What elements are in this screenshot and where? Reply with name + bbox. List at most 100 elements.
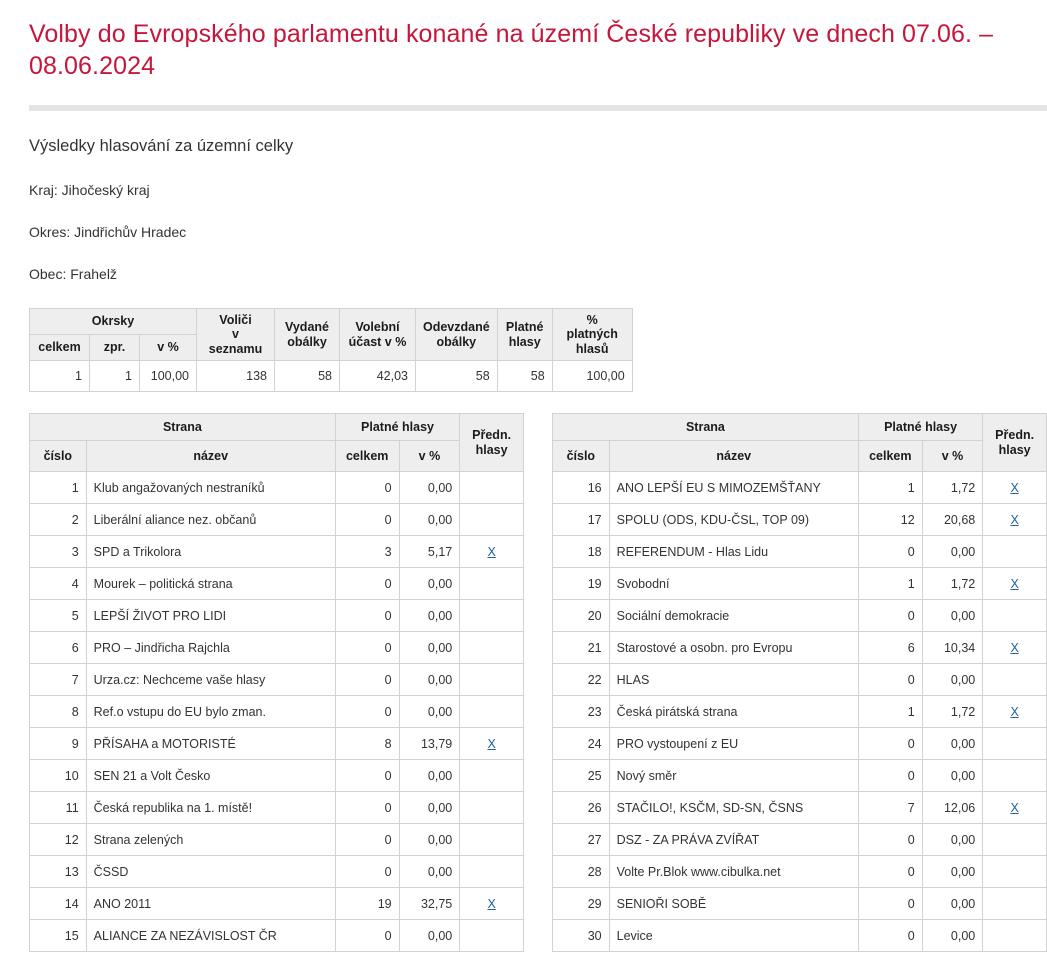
table-row: 13 ČSSD 0 0,00 <box>29 855 524 888</box>
party-name-cell: PRO vystoupení z EU <box>608 727 859 760</box>
party-votes-cell: 0 <box>334 567 400 600</box>
preferential-votes-cell <box>459 503 524 536</box>
party-number-cell: 12 <box>29 823 87 856</box>
preferential-votes-cell <box>459 663 524 696</box>
header-strana: Strana <box>552 413 859 441</box>
table-row: 2 Liberální aliance nez. občanů 0 0,00 <box>29 503 524 536</box>
district-line: Okres: Jindřichův Hradec <box>29 224 187 240</box>
summary-header-row-1: Okrsky Voliči v seznamu Vydané obálky Vole… <box>29 308 633 361</box>
preferential-votes-link[interactable]: X <box>1010 576 1019 591</box>
party-name-cell: ANO LEPŠÍ EU S MIMOZEMŠŤANY <box>608 471 859 504</box>
table-row: 29 SENIOŘI SOBĚ 0 0,00 <box>552 887 1047 920</box>
party-name-cell: Volte Pr.Blok www.cibulka.net <box>608 855 859 888</box>
party-name-cell: Strana zelených <box>85 823 336 856</box>
summary-data-row: 1 1 100,00 138 58 42,03 58 58 100,00 <box>29 360 633 392</box>
header-v-pct: v % <box>921 440 984 472</box>
party-name-cell: STAČILO!, KSČM, SD-SN, ČSNS <box>608 791 859 824</box>
cell-okrsky-celkem: 1 <box>29 360 90 392</box>
party-pct-cell: 0,00 <box>398 471 461 504</box>
header-odevzdane-obalky: Odevzdané obálky <box>415 308 498 361</box>
summary-table-wrapper: Okrsky Voliči v seznamu Vydané obálky Vole… <box>0 282 1047 392</box>
table-row: 21 Starostové a osobn. pro Evropu 6 10,34 X <box>552 631 1047 664</box>
party-name-cell: Česká pirátská strana <box>608 695 859 728</box>
preferential-votes-link[interactable]: X <box>487 544 496 559</box>
preferential-votes-cell <box>459 695 524 728</box>
party-pct-cell: 1,72 <box>921 695 984 728</box>
party-name-cell: LEPŠÍ ŽIVOT PRO LIDI <box>85 599 336 632</box>
preferential-votes-link[interactable]: X <box>1010 480 1019 495</box>
table-row: 15 ALIANCE ZA NEZÁVISLOST ČR 0 0,00 <box>29 919 524 952</box>
party-pct-cell: 0,00 <box>398 695 461 728</box>
party-number-cell: 24 <box>552 727 610 760</box>
party-number-cell: 9 <box>29 727 87 760</box>
preferential-votes-cell <box>982 887 1047 920</box>
table-row: 7 Urza.cz: Nechceme vaše hlasy 0 0,00 <box>29 663 524 696</box>
party-number-cell: 6 <box>29 631 87 664</box>
party-right-header-row-2: číslo název celkem v % <box>552 440 1047 472</box>
party-votes-cell: 1 <box>857 471 923 504</box>
preferential-votes-cell <box>982 919 1047 952</box>
header-platne-hlasy-group: Platné hlasy <box>334 413 461 441</box>
party-number-cell: 14 <box>29 887 87 920</box>
header-vydane-obalky: Vydané obálky <box>274 308 340 361</box>
party-votes-cell: 0 <box>334 919 400 952</box>
table-row: 30 Levice 0 0,00 <box>552 919 1047 952</box>
summary-header-row-2: celkem zpr. v % <box>29 334 633 361</box>
party-name-cell: Klub angažovaných nestraníků <box>85 471 336 504</box>
table-row: 20 Sociální demokracie 0 0,00 <box>552 599 1047 632</box>
party-pct-cell: 0,00 <box>921 663 984 696</box>
party-votes-cell: 12 <box>857 503 923 536</box>
party-votes-cell: 0 <box>334 823 400 856</box>
header-okrsky-zpr: zpr. <box>89 334 140 361</box>
party-pct-cell: 10,34 <box>921 631 984 664</box>
header-divider <box>29 105 1047 111</box>
preferential-votes-link[interactable]: X <box>1010 704 1019 719</box>
party-pct-cell: 12,06 <box>921 791 984 824</box>
preferential-votes-link[interactable]: X <box>1010 800 1019 815</box>
preferential-votes-link[interactable]: X <box>1010 512 1019 527</box>
preferential-votes-link[interactable]: X <box>487 736 496 751</box>
party-pct-cell: 1,72 <box>921 567 984 600</box>
party-name-cell: Nový směr <box>608 759 859 792</box>
party-name-cell: Sociální demokracie <box>608 599 859 632</box>
party-name-cell: ANO 2011 <box>85 887 336 920</box>
table-row: 23 Česká pirátská strana 1 1,72 X <box>552 695 1047 728</box>
preferential-votes-link[interactable]: X <box>1010 640 1019 655</box>
table-row: 3 SPD a Trikolora 3 5,17 X <box>29 535 524 568</box>
preferential-votes-link[interactable]: X <box>487 896 496 911</box>
party-pct-cell: 20,68 <box>921 503 984 536</box>
party-votes-cell: 0 <box>857 855 923 888</box>
party-name-cell: ALIANCE ZA NEZÁVISLOST ČR <box>85 919 336 952</box>
header-strana: Strana <box>29 413 336 441</box>
party-votes-cell: 0 <box>857 919 923 952</box>
party-pct-cell: 13,79 <box>398 727 461 760</box>
party-name-cell: SPOLU (ODS, KDU-ČSL, TOP 09) <box>608 503 859 536</box>
party-pct-cell: 0,00 <box>398 855 461 888</box>
party-votes-cell: 19 <box>334 887 400 920</box>
preferential-votes-cell <box>982 535 1047 568</box>
party-name-cell: SEN 21 a Volt Česko <box>85 759 336 792</box>
party-pct-cell: 0,00 <box>921 823 984 856</box>
party-right-body: 16 ANO LEPŠÍ EU S MIMOZEMŠŤANY 1 1,72 X 17 SPO… <box>552 471 1047 952</box>
party-votes-cell: 0 <box>334 599 400 632</box>
header-volebni-ucast: Volební účast v % <box>339 308 416 361</box>
preferential-votes-cell <box>982 663 1047 696</box>
party-name-cell: PRO – Jindřicha Rajchla <box>85 631 336 664</box>
party-votes-cell: 0 <box>857 823 923 856</box>
party-votes-cell: 1 <box>857 695 923 728</box>
party-left-header-row-2: číslo název celkem v % <box>29 440 524 472</box>
party-name-cell: Ref.o vstupu do EU bylo zman. <box>85 695 336 728</box>
table-row: 9 PŘÍSAHA a MOTORISTÉ 8 13,79 X <box>29 727 524 760</box>
preferential-votes-cell <box>982 823 1047 856</box>
party-number-cell: 1 <box>29 471 87 504</box>
party-votes-cell: 0 <box>334 759 400 792</box>
party-pct-cell: 32,75 <box>398 887 461 920</box>
party-votes-cell: 0 <box>334 631 400 664</box>
table-row: 12 Strana zelených 0 0,00 <box>29 823 524 856</box>
cell-platne-hlasy: 58 <box>496 360 553 392</box>
header-predn-hlasy: Předn. hlasy <box>982 413 1047 472</box>
table-row: 27 DSZ - ZA PRÁVA ZVÍŘAT 0 0,00 <box>552 823 1047 856</box>
preferential-votes-cell <box>459 759 524 792</box>
party-name-cell: Liberální aliance nez. občanů <box>85 503 336 536</box>
party-votes-cell: 0 <box>334 791 400 824</box>
